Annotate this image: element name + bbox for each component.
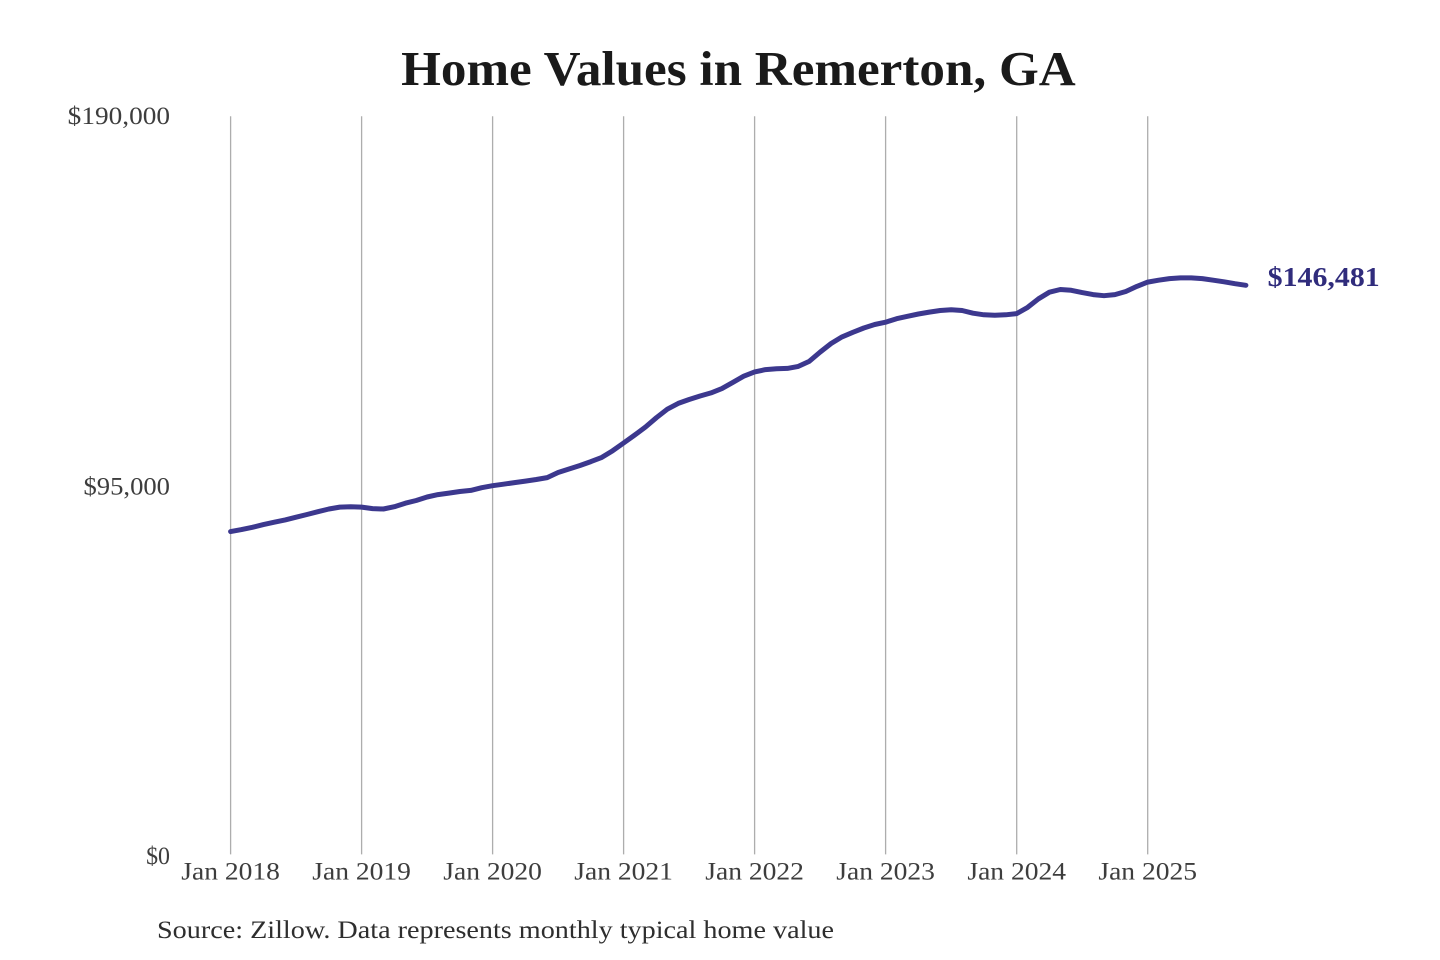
svg-text:Jan 2022: Jan 2022 [705, 858, 804, 885]
svg-text:Source: Zillow. Data represent: Source: Zillow. Data represents monthly … [157, 915, 834, 944]
svg-text:$146,481: $146,481 [1268, 261, 1380, 292]
svg-text:Jan 2021: Jan 2021 [574, 858, 673, 885]
svg-text:$190,000: $190,000 [68, 103, 170, 130]
svg-text:Jan 2020: Jan 2020 [443, 858, 542, 885]
svg-text:Jan 2018: Jan 2018 [181, 858, 280, 885]
svg-text:Home Values in Remerton, GA: Home Values in Remerton, GA [401, 42, 1076, 96]
svg-text:Jan 2024: Jan 2024 [967, 858, 1066, 885]
svg-text:$0: $0 [146, 843, 170, 870]
svg-text:Jan 2019: Jan 2019 [312, 858, 411, 885]
svg-text:Jan 2025: Jan 2025 [1098, 858, 1197, 885]
svg-text:$95,000: $95,000 [84, 473, 171, 500]
svg-text:Jan 2023: Jan 2023 [836, 858, 935, 885]
